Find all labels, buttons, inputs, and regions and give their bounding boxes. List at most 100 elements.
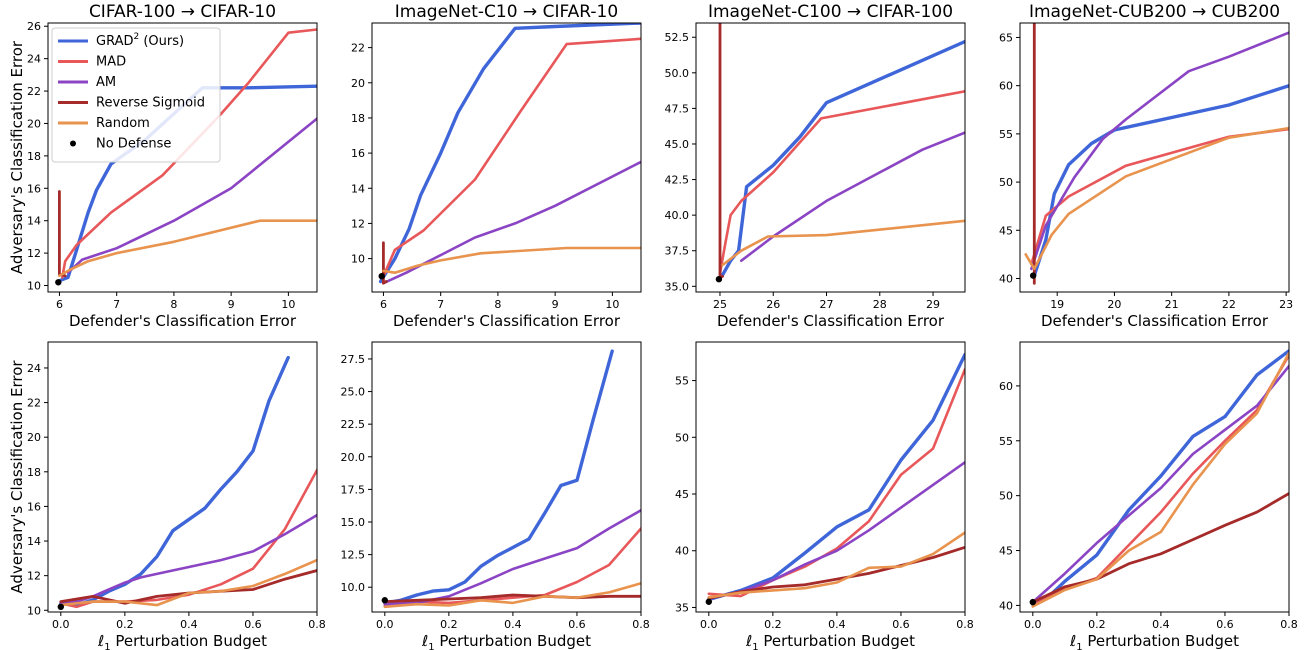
series-line-random <box>721 219 965 267</box>
legend-label: No Defense <box>96 137 171 152</box>
panel-3: 25 26 27 28 29 35.0 37.5 40.0 42.5 45.0 47.5 50.0 52… <box>665 2 966 330</box>
x-tick-label: 20 <box>1107 298 1121 311</box>
y-tick-label: 22 <box>27 85 41 98</box>
series-group <box>707 352 965 602</box>
y-tick-label: 12.5 <box>341 549 366 562</box>
legend-box <box>51 27 221 163</box>
x-tick-label: 0.8 <box>1280 618 1298 631</box>
axes-frame <box>695 22 966 293</box>
y-tick-label: 16 <box>27 500 41 513</box>
series-line-mad <box>1030 127 1289 266</box>
y-tick-label: 10 <box>27 604 41 617</box>
legend-label: MAD <box>96 55 126 70</box>
x-tick-label: 0.6 <box>244 618 262 631</box>
y-tick-label: 18 <box>351 112 365 125</box>
series-line-am <box>1030 31 1289 271</box>
x-tick-label: 29 <box>926 298 940 311</box>
y-tick-label: 16 <box>351 147 365 160</box>
x-tick-label: 0.0 <box>52 618 70 631</box>
series-group <box>383 349 641 609</box>
series-line-mad <box>383 527 641 607</box>
y-tick-label: 40 <box>675 545 689 558</box>
legend: GRAD2 (Ours) MAD AM Reverse Sigmoid Random No… <box>51 27 221 163</box>
no-defense-point <box>57 603 65 611</box>
x-axis-label: ℓ1 Perturbation Budget <box>421 632 591 650</box>
no-defense-point <box>381 597 389 604</box>
y-tick-label: 17.5 <box>341 483 366 496</box>
series-group <box>1031 349 1289 608</box>
x-axis-label: Defender's Classification Error <box>717 312 945 330</box>
series-line-random <box>382 246 641 274</box>
x-tick-label: 0.8 <box>632 618 650 631</box>
series-line-grad <box>378 23 641 284</box>
series-line-grad <box>59 355 290 607</box>
y-tick-label: 24 <box>27 362 41 375</box>
series-line-random <box>58 219 317 278</box>
y-tick-label: 50 <box>675 431 689 444</box>
x-tick-label: 9 <box>552 298 559 311</box>
y-tick-label: 60 <box>999 80 1013 93</box>
series-group <box>1024 23 1289 285</box>
legend-label: Random <box>96 116 150 131</box>
series-line-random <box>1031 351 1289 608</box>
y-tick-label: 24 <box>27 53 41 66</box>
x-tick-label: 0.2 <box>1088 618 1106 631</box>
x-tick-label: 7 <box>437 298 444 311</box>
y-tick-label: 60 <box>999 380 1013 393</box>
y-tick-label: 50.0 <box>665 67 690 80</box>
series-group <box>57 28 317 283</box>
series-line-rs <box>383 593 641 603</box>
y-tick-label: 12 <box>27 570 41 583</box>
x-axis-label: ℓ1 Perturbation Budget <box>745 632 915 650</box>
x-axis-label: Defender's Classification Error <box>1041 312 1269 330</box>
series-line-am <box>707 461 965 600</box>
x-tick-label: 0.8 <box>956 618 974 631</box>
no-defense-point <box>378 272 385 280</box>
series-line-grad <box>57 84 317 283</box>
legend-swatch-nodef <box>70 140 76 147</box>
x-tick-label: 23 <box>1279 298 1293 311</box>
series-line-am <box>59 513 317 605</box>
x-tick-label: 0.4 <box>1152 618 1170 631</box>
x-tick-label: 28 <box>873 298 887 311</box>
panel-7: 0.0 0.2 0.4 0.6 0.8 35 40 45 50 55 ℓ1 Perturbation… <box>675 341 974 650</box>
y-tick-label: 65 <box>999 31 1013 44</box>
series-line-am <box>66 117 317 274</box>
x-tick-label: 0.0 <box>700 618 718 631</box>
y-tick-label: 20.0 <box>341 451 366 464</box>
x-tick-label: 6 <box>380 298 387 311</box>
panel-title: ImageNet-C100 → CIFAR-100 <box>708 2 953 22</box>
y-tick-label: 10 <box>351 253 365 266</box>
no-defense-point <box>55 279 62 286</box>
y-tick-label: 55 <box>675 375 689 388</box>
y-tick-label: 55 <box>999 128 1013 141</box>
series-line-mad <box>61 28 317 279</box>
x-tick-label: 7 <box>113 298 120 311</box>
panel-2: 6 7 8 9 10 10 12 14 16 18 20 22 ImageNet-C10 → CIFAR… <box>351 2 642 330</box>
y-tick-label: 14 <box>351 182 365 195</box>
legend-label: GRAD2 (Ours) <box>96 32 184 49</box>
series-line-rs <box>382 241 388 285</box>
axes-frame <box>47 341 318 613</box>
y-tick-label: 15.0 <box>341 516 366 529</box>
x-tick-label: 8 <box>494 298 501 311</box>
y-tick-label: 35 <box>675 601 689 614</box>
y-tick-label: 35.0 <box>665 280 690 293</box>
x-tick-label: 0.2 <box>116 618 134 631</box>
x-tick-label: 0.4 <box>180 618 198 631</box>
x-tick-label: 0.0 <box>376 618 394 631</box>
series-line-mad <box>59 468 317 609</box>
y-tick-label: 45 <box>999 224 1013 237</box>
x-tick-label: 10 <box>281 298 295 311</box>
y-tick-label: 16 <box>27 182 41 195</box>
panel-1: 6 7 8 9 10 10 12 14 16 18 20 22 24 26 CIFAR-100 → CIFA… <box>8 2 318 330</box>
x-tick-label: 0.0 <box>1024 618 1042 631</box>
x-axis-label: ℓ1 Perturbation Budget <box>97 632 267 650</box>
x-tick-label: 25 <box>713 298 727 311</box>
y-tick-label: 40.0 <box>665 209 690 222</box>
series-line-mad <box>718 90 965 275</box>
series-line-random <box>1024 126 1289 271</box>
x-tick-label: 21 <box>1165 298 1179 311</box>
y-tick-label: 20 <box>27 117 41 130</box>
y-tick-label: 26 <box>27 20 41 33</box>
